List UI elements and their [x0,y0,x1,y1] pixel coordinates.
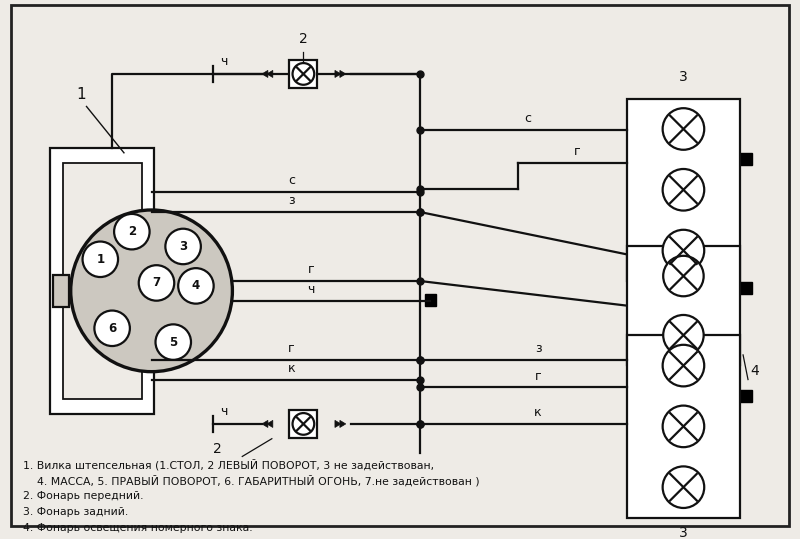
Bar [626,99,740,281]
Polygon shape [53,275,69,307]
Polygon shape [626,420,633,427]
Text: к: к [534,406,542,419]
Text: 4: 4 [750,364,758,378]
Polygon shape [626,127,633,134]
Polygon shape [335,71,341,78]
Polygon shape [340,71,346,78]
Polygon shape [632,251,638,258]
Text: ч: ч [221,55,228,68]
Polygon shape [626,384,633,391]
Circle shape [662,345,704,386]
Text: 2. Фонарь передний.: 2. Фонарь передний. [23,491,144,501]
Text: ч: ч [307,283,315,296]
Polygon shape [632,159,638,166]
Polygon shape [632,302,638,309]
Polygon shape [340,420,346,427]
Polygon shape [632,420,638,427]
Circle shape [114,214,150,250]
Bar [626,246,740,365]
Bar [626,335,740,517]
Text: 3. Фонарь задний.: 3. Фонарь задний. [23,507,129,517]
Circle shape [70,210,233,372]
Text: 3: 3 [179,240,187,253]
Text: 3: 3 [679,526,688,539]
Text: г: г [534,370,542,383]
Circle shape [166,229,201,264]
Text: 2: 2 [214,443,222,457]
Bar [290,410,318,438]
Polygon shape [626,251,633,258]
Text: г: г [288,342,295,355]
Text: 1: 1 [77,87,86,101]
Text: 7: 7 [153,277,161,289]
Polygon shape [626,356,633,363]
Circle shape [662,169,704,211]
Circle shape [663,315,704,355]
Bar [63,163,142,399]
Text: с: с [288,174,295,188]
Circle shape [293,413,314,435]
Circle shape [155,324,191,360]
Polygon shape [262,420,268,427]
Text: 2: 2 [128,225,136,238]
Text: 4. Фонарь освещения номерного знака.: 4. Фонарь освещения номерного знака. [23,522,253,533]
Polygon shape [262,71,268,78]
Text: 3: 3 [679,70,688,84]
Circle shape [662,466,704,508]
Circle shape [94,310,130,346]
Text: 5: 5 [169,336,178,349]
Polygon shape [626,302,633,309]
Text: 6: 6 [108,322,116,335]
Bar [290,60,318,88]
Bar [425,294,437,306]
Text: к: к [288,362,295,375]
Text: г: г [308,263,314,276]
Text: г: г [574,145,581,158]
Text: з: з [534,342,542,355]
Text: 1. Вилка штепсельная (1.СТОЛ, 2 ЛЕВЫЙ ПОВОРОТ, 3 не задействован,: 1. Вилка штепсельная (1.СТОЛ, 2 ЛЕВЫЙ ПО… [23,459,434,471]
Bar [740,282,752,294]
Circle shape [662,230,704,271]
Text: 2: 2 [299,32,308,46]
Circle shape [662,108,704,150]
Bar [50,148,154,414]
Bar [740,390,752,402]
Circle shape [663,256,704,296]
Polygon shape [267,420,273,427]
Polygon shape [632,384,638,391]
Text: 1: 1 [96,253,104,266]
Circle shape [293,63,314,85]
Polygon shape [335,420,341,427]
Polygon shape [267,71,273,78]
Text: с: с [525,112,532,125]
Circle shape [82,241,118,277]
Circle shape [138,265,174,301]
Circle shape [662,405,704,447]
Text: з: з [288,194,295,207]
Circle shape [178,268,214,303]
Polygon shape [626,159,633,166]
Text: 4. МАССА, 5. ПРАВЫЙ ПОВОРОТ, 6. ГАБАРИТНЫЙ ОГОНЬ, 7.не задействован ): 4. МАССА, 5. ПРАВЫЙ ПОВОРОТ, 6. ГАБАРИТН… [23,475,480,487]
Bar [740,153,752,165]
Polygon shape [632,127,638,134]
Polygon shape [632,356,638,363]
Text: 4: 4 [192,279,200,292]
Text: ч: ч [221,405,228,418]
